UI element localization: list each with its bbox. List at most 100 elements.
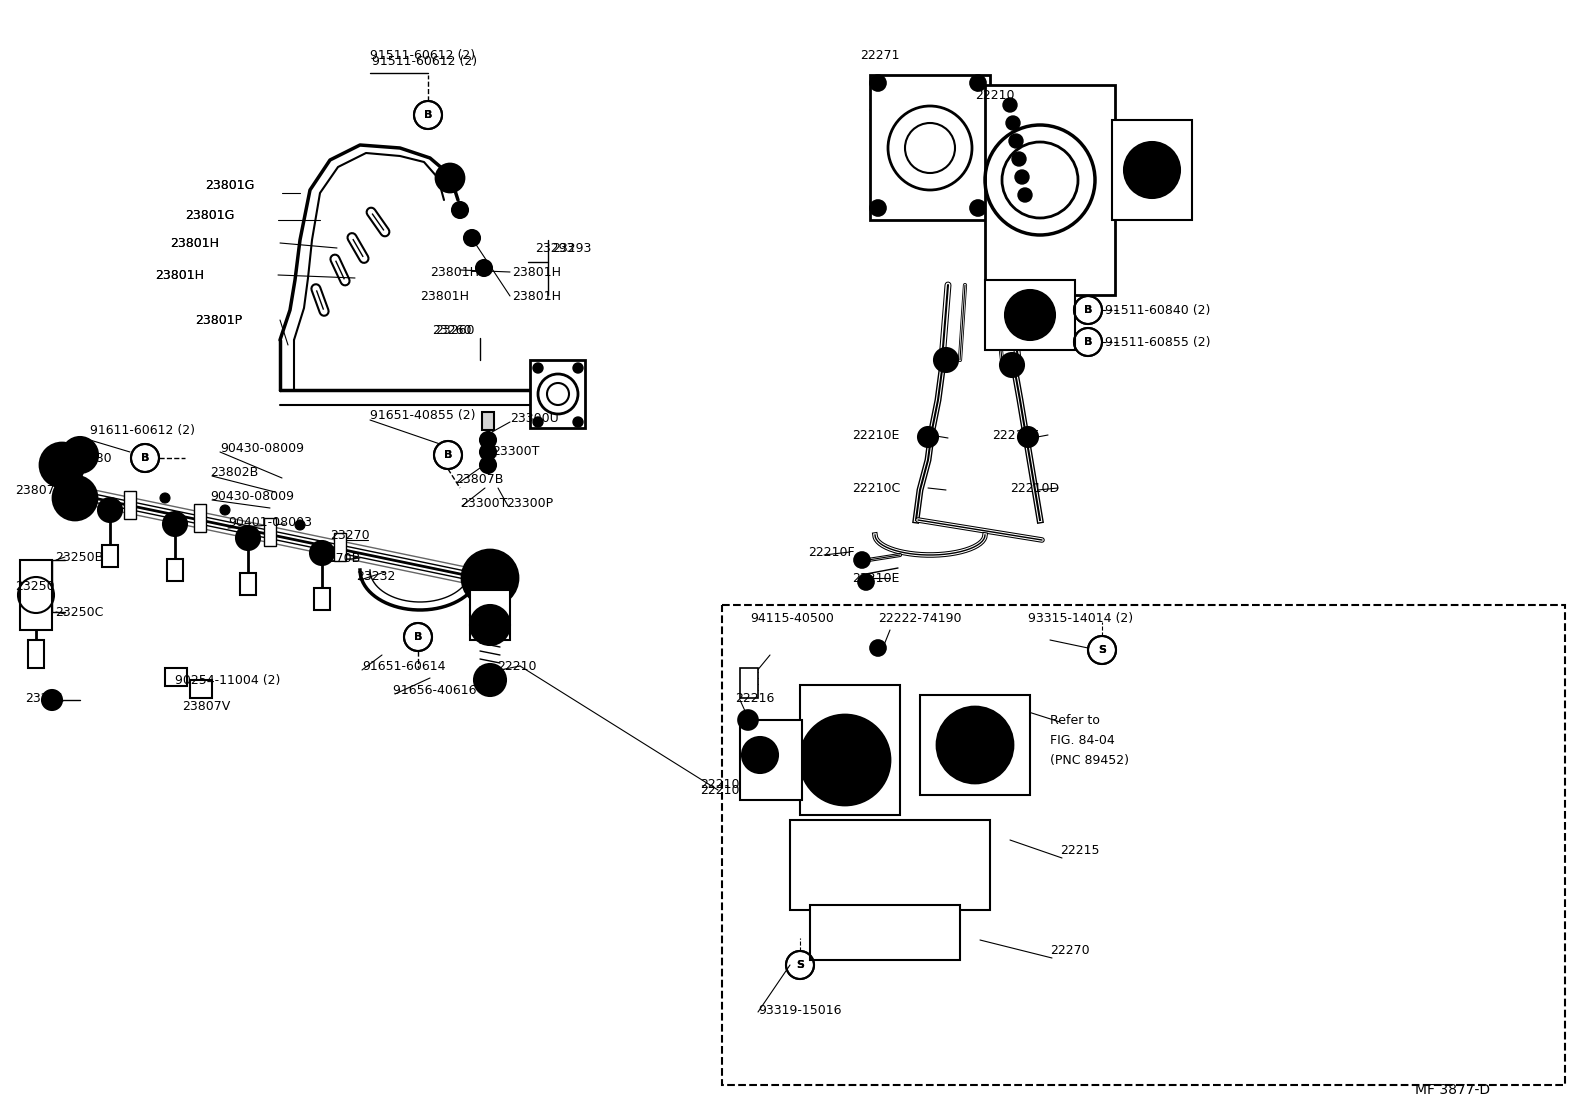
Circle shape (1013, 152, 1025, 166)
Text: 22222-74190: 22222-74190 (879, 612, 962, 625)
Circle shape (452, 202, 468, 218)
Text: 23801H: 23801H (420, 289, 470, 302)
Text: B: B (414, 632, 422, 642)
Circle shape (462, 550, 517, 606)
Text: 94115-40500: 94115-40500 (750, 612, 834, 625)
Circle shape (869, 75, 887, 91)
Bar (240, 573, 256, 595)
Text: B: B (444, 450, 452, 460)
Circle shape (295, 520, 306, 530)
Text: 23801H: 23801H (513, 265, 560, 279)
Text: 22210D: 22210D (1009, 482, 1059, 495)
Bar (985, 85, 1114, 295)
Circle shape (41, 690, 62, 710)
Bar (102, 545, 118, 567)
Text: 23807B: 23807B (455, 473, 503, 485)
Circle shape (481, 432, 497, 448)
Text: B: B (1084, 305, 1092, 315)
Text: 91656-40616 (2): 91656-40616 (2) (393, 683, 498, 697)
Text: 23807: 23807 (14, 484, 54, 496)
Bar (740, 668, 758, 698)
Circle shape (801, 715, 890, 805)
Text: 23801H: 23801H (170, 236, 220, 250)
Text: 23801P: 23801P (194, 314, 242, 327)
Text: 23250B: 23250B (56, 551, 103, 563)
Text: 23801G: 23801G (185, 208, 234, 222)
Circle shape (468, 234, 476, 242)
Text: 90430-08009: 90430-08009 (220, 441, 304, 455)
Bar (166, 668, 186, 685)
Text: 23293: 23293 (535, 242, 575, 254)
Bar (334, 533, 345, 561)
Bar (264, 519, 275, 547)
Text: 22210: 22210 (974, 88, 1014, 102)
Text: 90401-08003: 90401-08003 (228, 515, 312, 529)
Text: 23300T: 23300T (460, 496, 508, 510)
Circle shape (474, 664, 506, 696)
Text: 23801H: 23801H (170, 236, 220, 250)
Text: 90430-08009: 90430-08009 (210, 489, 295, 503)
Circle shape (1124, 142, 1180, 198)
Text: (PNC 89452): (PNC 89452) (1051, 754, 1129, 766)
Text: 91611-60612 (2): 91611-60612 (2) (91, 423, 194, 437)
Bar (29, 640, 45, 668)
Text: 23801H: 23801H (154, 269, 204, 281)
Text: B: B (1084, 337, 1092, 347)
Bar (189, 680, 212, 698)
Text: 23293: 23293 (552, 242, 591, 254)
Bar (21, 560, 53, 631)
Text: S: S (1098, 645, 1106, 655)
Circle shape (1009, 134, 1024, 148)
Text: 22210C: 22210C (852, 482, 899, 495)
Text: 23807V: 23807V (181, 700, 231, 712)
Circle shape (1016, 170, 1028, 184)
Circle shape (463, 230, 481, 246)
Text: B: B (140, 452, 150, 463)
Bar (985, 280, 1075, 351)
Circle shape (874, 80, 882, 87)
Circle shape (858, 573, 874, 590)
Text: S: S (796, 960, 804, 970)
Text: 23801H: 23801H (513, 289, 560, 302)
Circle shape (874, 204, 882, 212)
Text: 23801P: 23801P (194, 314, 242, 327)
Circle shape (573, 417, 583, 427)
Circle shape (40, 444, 84, 487)
Circle shape (742, 737, 778, 773)
Bar (740, 720, 802, 800)
Text: 23300T: 23300T (492, 445, 540, 457)
Circle shape (1005, 290, 1055, 340)
Bar (869, 75, 990, 220)
Text: 23802B: 23802B (210, 466, 258, 478)
Circle shape (573, 363, 583, 373)
Circle shape (974, 80, 982, 87)
Text: FIG. 84-04: FIG. 84-04 (1051, 734, 1114, 747)
Text: 22210F: 22210F (809, 545, 855, 559)
Text: 22215: 22215 (1060, 843, 1100, 857)
Text: 23270: 23270 (330, 529, 369, 541)
Circle shape (938, 707, 1013, 783)
Circle shape (1000, 353, 1024, 377)
Text: 22210E: 22210E (852, 571, 899, 585)
Text: 23232: 23232 (357, 569, 395, 582)
Bar (530, 360, 584, 428)
Text: 23291: 23291 (25, 691, 64, 704)
Circle shape (1003, 99, 1017, 112)
Bar (124, 491, 135, 519)
Bar (801, 685, 899, 815)
Circle shape (533, 417, 543, 427)
Circle shape (739, 710, 758, 730)
Circle shape (919, 427, 938, 447)
Text: 23801H: 23801H (154, 269, 204, 281)
Bar (482, 412, 494, 430)
Text: 93319-15016: 93319-15016 (758, 1004, 842, 1017)
Text: 23250C: 23250C (56, 606, 103, 618)
Circle shape (935, 348, 958, 372)
Circle shape (869, 200, 887, 216)
Text: Refer to: Refer to (1051, 713, 1100, 727)
Circle shape (1006, 116, 1020, 130)
Bar (194, 504, 205, 532)
Circle shape (481, 264, 489, 272)
Text: B: B (444, 450, 452, 460)
Circle shape (481, 444, 497, 460)
